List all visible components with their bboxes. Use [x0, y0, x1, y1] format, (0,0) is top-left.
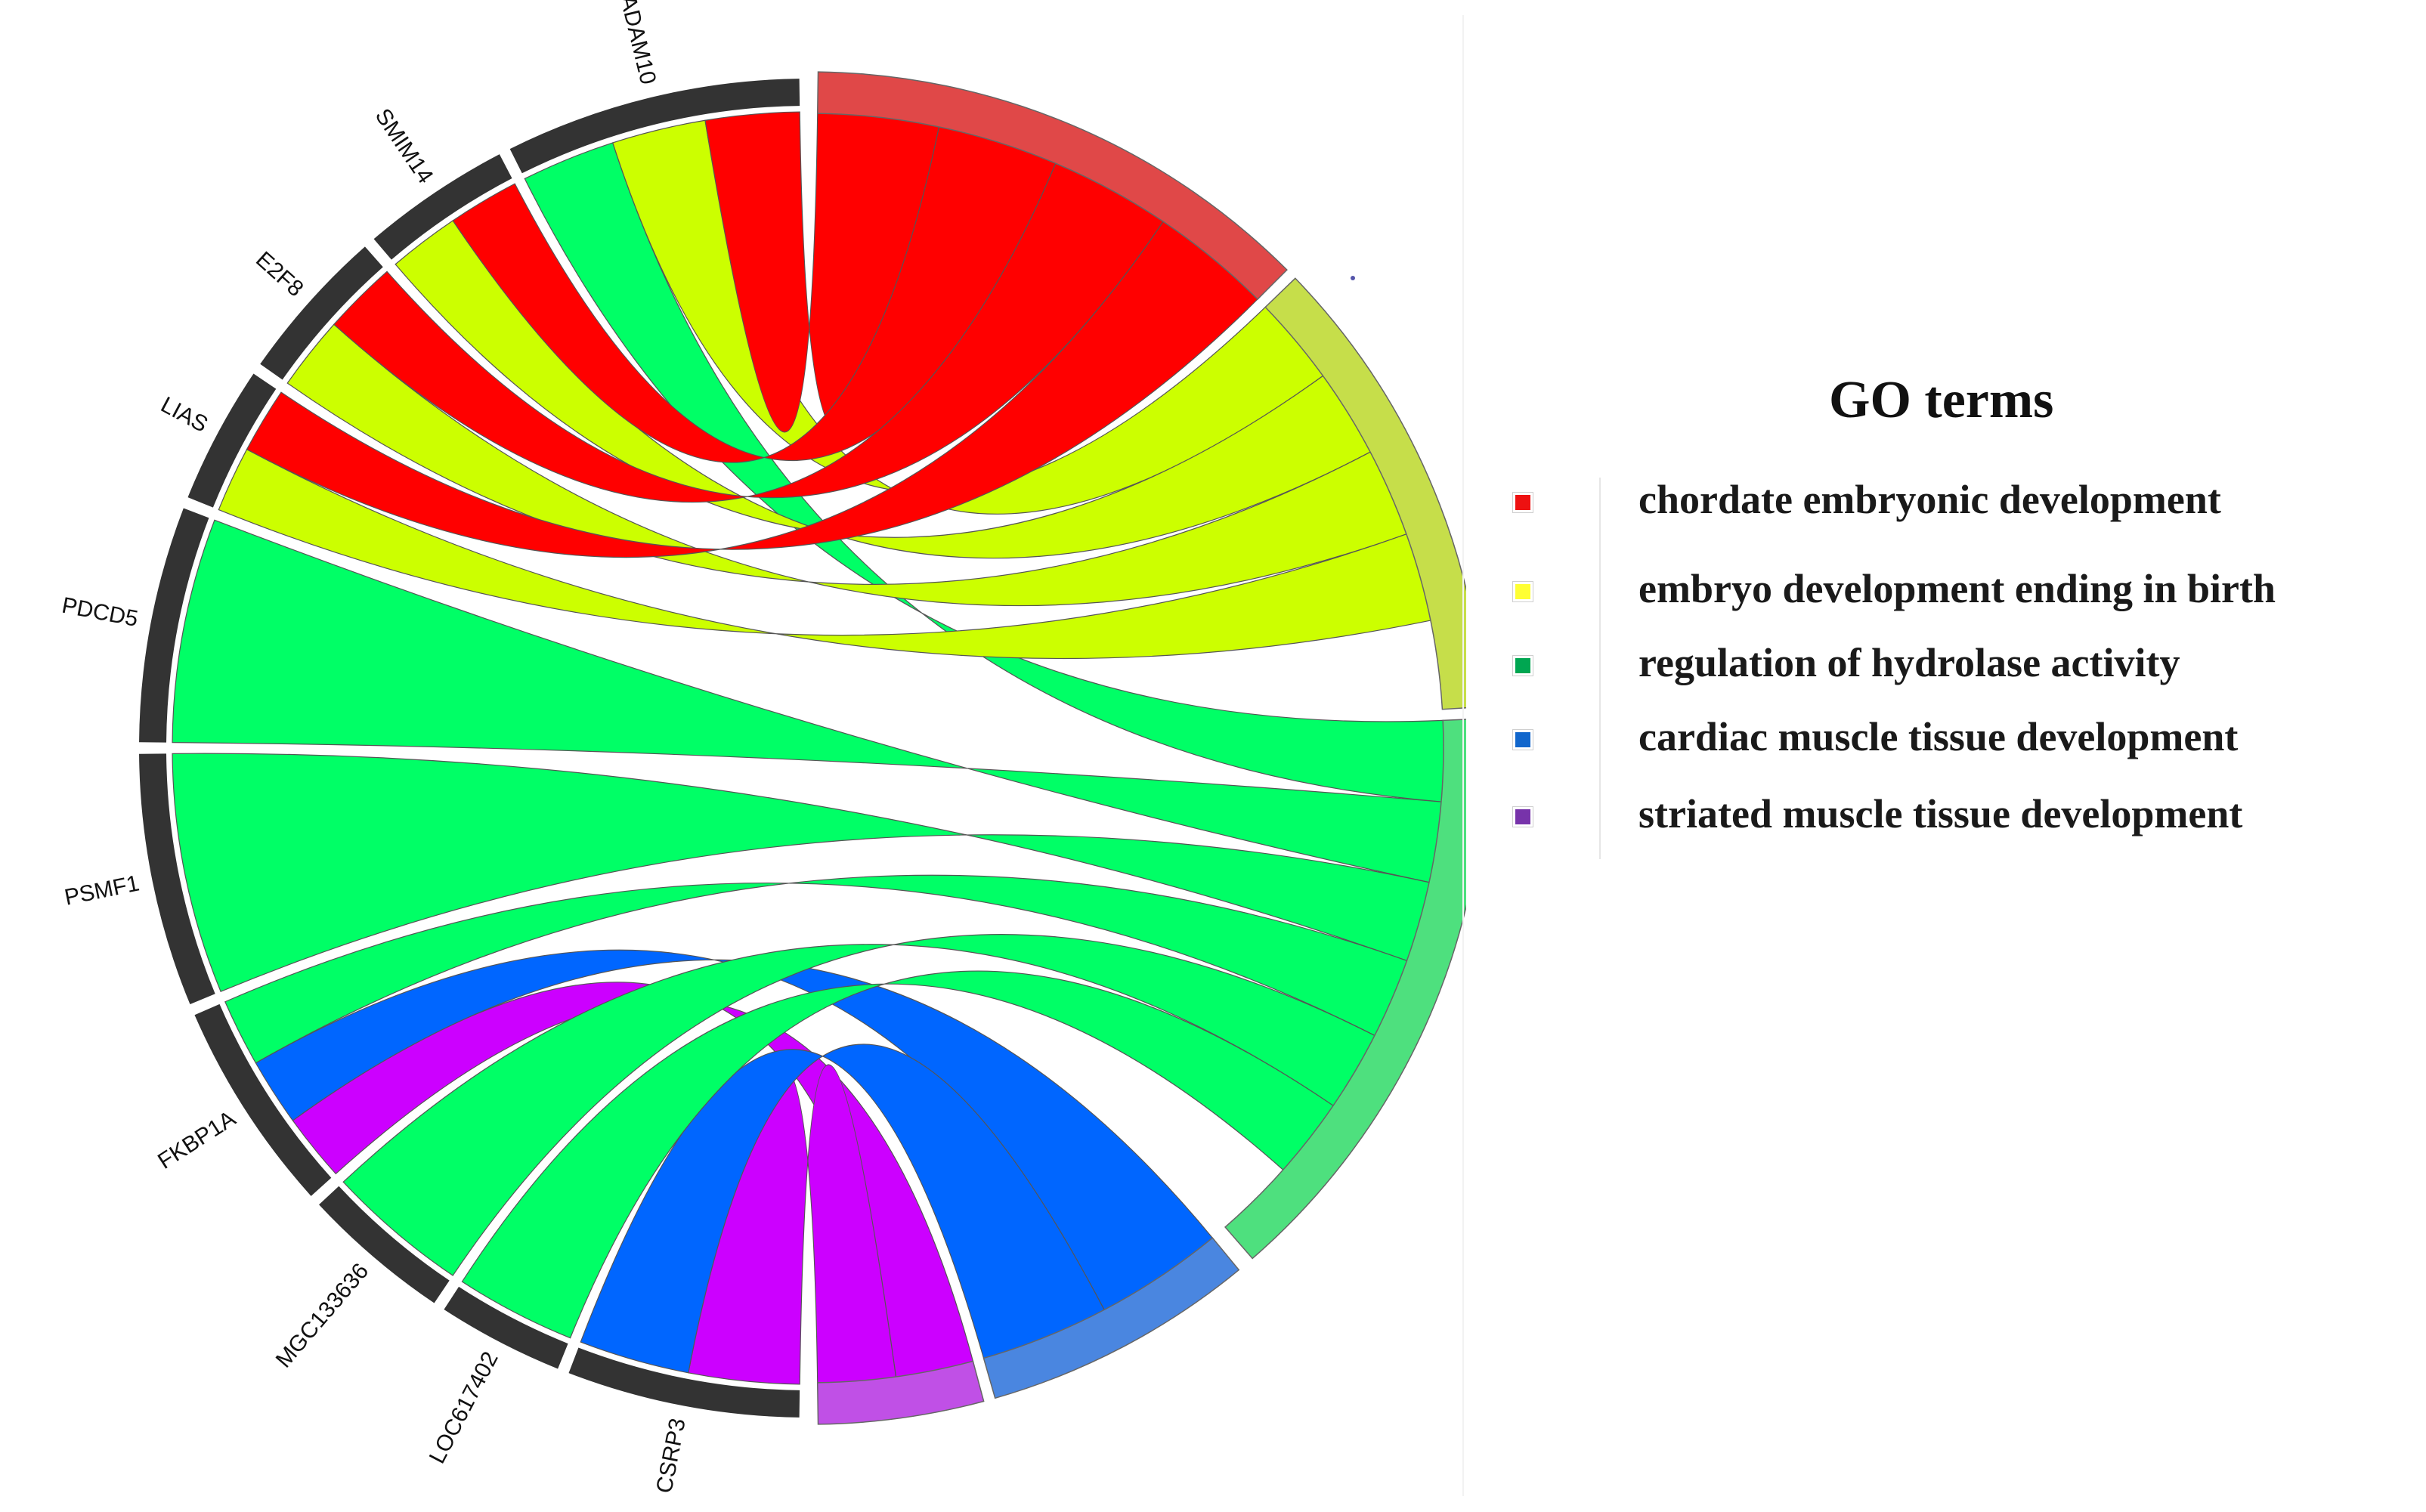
legend-label: striated muscle tissue development: [1638, 791, 2243, 836]
legend-label: chordate embryonic development: [1638, 477, 2221, 522]
term-arc: [982, 1237, 1240, 1399]
panel-separator: [1462, 15, 1464, 1496]
gene-arc: [319, 1186, 450, 1303]
gene-arc: [187, 373, 277, 508]
legend-label: regulation of hydrolase activity: [1638, 640, 2180, 685]
chord-ribbon: [172, 519, 1444, 883]
gene-arc: [444, 1286, 568, 1369]
legend-item: regulation of hydrolase activity: [1504, 639, 2411, 700]
legend-item: cardiac muscle tissue development: [1504, 713, 2411, 774]
gene-label: ADAM10: [615, 0, 661, 87]
gene-label: PSMF1: [63, 871, 142, 911]
chord-ribbon: [172, 753, 1431, 993]
legend: GO terms chordate embryonic development …: [1504, 370, 2411, 899]
term-arc: [816, 71, 1288, 301]
gene-arc: [139, 508, 209, 743]
gene-arc: [509, 79, 800, 174]
legend-label: cardiac muscle tissue development: [1638, 714, 2239, 759]
stray-dot: [1351, 276, 1355, 280]
gene-arc: [260, 246, 383, 380]
gene-arc: [568, 1347, 800, 1418]
legend-swatch: [1512, 581, 1533, 602]
legend-swatch: [1512, 729, 1533, 750]
chord-ribbons: [172, 111, 1446, 1385]
gene-arc: [194, 1003, 332, 1196]
gene-label: E2F8: [251, 247, 308, 301]
gene-label: LOC617402: [425, 1348, 503, 1468]
legend-divider: [1599, 478, 1601, 859]
legend-title: GO terms: [1829, 371, 2054, 429]
legend-item: striated muscle tissue development: [1504, 790, 2411, 851]
legend-label: embryo development ending in birth: [1638, 566, 2276, 611]
gene-label: LIAS: [156, 392, 212, 438]
legend-swatch: [1512, 492, 1533, 513]
gene-label: MGC133636: [271, 1259, 374, 1373]
legend-item: embryo development ending in birth: [1504, 565, 2411, 626]
gene-label: FKBP1A: [153, 1106, 240, 1174]
legend-swatch: [1512, 655, 1533, 676]
chord-diagram: ADAM10 SMIM14 E2F8 LIAS PDCD5 PSMF1 FKBP1A MGC1…: [60, 0, 1466, 1495]
legend-item: chordate embryonic development: [1504, 476, 2411, 536]
chord-arcs: [139, 71, 1466, 1425]
legend-swatch: [1512, 806, 1533, 827]
gene-label: CSRP3: [651, 1416, 690, 1495]
gene-arc: [373, 154, 512, 260]
term-arc: [816, 1360, 985, 1425]
gene-label: SMIM14: [370, 104, 438, 188]
gene-arc: [139, 753, 215, 1005]
gene-label: PDCD5: [60, 593, 140, 632]
